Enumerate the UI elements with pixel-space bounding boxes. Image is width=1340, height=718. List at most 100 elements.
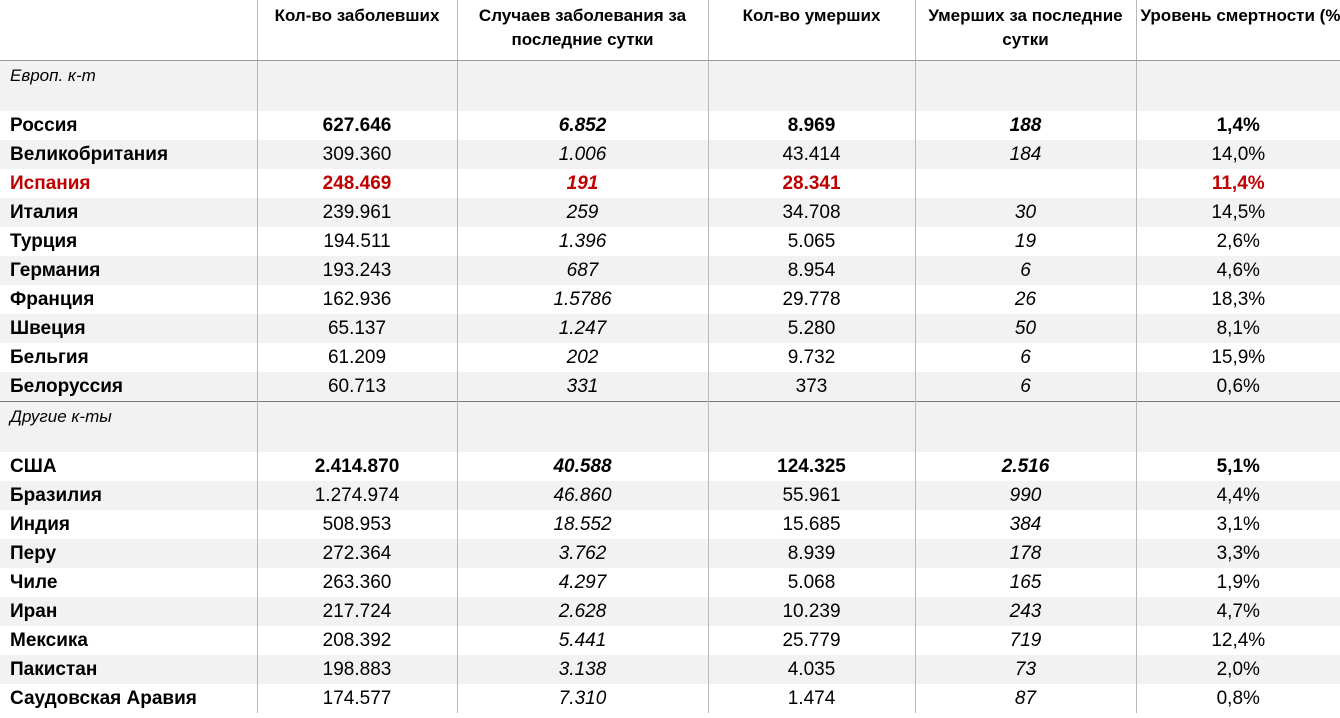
table-row: Иран 217.724 2.628 10.239 243 4,7% — [0, 597, 1340, 626]
header-mortality: Уровень смертности (%) — [1135, 0, 1340, 61]
table-row: Бразилия 1.274.974 46.860 55.961 990 4,4% — [0, 481, 1340, 510]
country-cell: Саудовская Аравия — [0, 684, 257, 713]
cases-cell: 248.469 — [256, 169, 457, 198]
mortality-cell: 14,5% — [1135, 198, 1340, 227]
country-cell: Великобритания — [0, 140, 257, 169]
header-new-cases: Случаев заболевания за последние сутки — [456, 0, 708, 61]
header-cases: Кол-во заболевших — [256, 0, 457, 61]
section-empty-cell — [707, 60, 915, 111]
table-row: Испания 248.469 191 28.341 11,4% — [0, 169, 1340, 198]
deaths-cell: 5.280 — [707, 314, 915, 343]
new-cases-cell: 1.396 — [456, 227, 708, 256]
new-cases-cell: 202 — [456, 343, 708, 372]
country-cell: Иран — [0, 597, 257, 626]
new-cases-cell: 46.860 — [456, 481, 708, 510]
new-deaths-cell: 26 — [914, 285, 1136, 314]
mortality-cell: 14,0% — [1135, 140, 1340, 169]
deaths-cell: 15.685 — [707, 510, 915, 539]
deaths-cell: 9.732 — [707, 343, 915, 372]
section-empty-cell — [914, 60, 1136, 111]
table-row: Перу 272.364 3.762 8.939 178 3,3% — [0, 539, 1340, 568]
table-row: США 2.414.870 40.588 124.325 2.516 5,1% — [0, 452, 1340, 481]
new-deaths-cell: 243 — [914, 597, 1136, 626]
mortality-cell: 0,8% — [1135, 684, 1340, 713]
mortality-cell: 12,4% — [1135, 626, 1340, 655]
table-row: Швеция 65.137 1.247 5.280 50 8,1% — [0, 314, 1340, 343]
deaths-cell: 34.708 — [707, 198, 915, 227]
table-row: Великобритания 309.360 1.006 43.414 184 14,0% — [0, 140, 1340, 169]
cases-cell: 194.511 — [256, 227, 457, 256]
section-empty-cell — [456, 401, 708, 452]
deaths-cell: 8.969 — [707, 111, 915, 140]
country-cell: Испания — [0, 169, 257, 198]
new-cases-cell: 1.247 — [456, 314, 708, 343]
table-body: Европ. к-т Россия 627.646 6.852 8.969 188 1,4%… — [0, 60, 1340, 713]
new-deaths-cell: 87 — [914, 684, 1136, 713]
mortality-cell: 5,1% — [1135, 452, 1340, 481]
new-deaths-cell: 19 — [914, 227, 1136, 256]
section-header-row: Европ. к-т — [0, 60, 1340, 111]
new-deaths-cell: 50 — [914, 314, 1136, 343]
cases-cell: 239.961 — [256, 198, 457, 227]
new-deaths-cell: 178 — [914, 539, 1136, 568]
country-cell: США — [0, 452, 257, 481]
cases-cell: 309.360 — [256, 140, 457, 169]
new-cases-cell: 2.628 — [456, 597, 708, 626]
cases-cell: 2.414.870 — [256, 452, 457, 481]
new-deaths-cell: 6 — [914, 256, 1136, 285]
deaths-cell: 28.341 — [707, 169, 915, 198]
section-empty-cell — [256, 401, 457, 452]
cases-cell: 61.209 — [256, 343, 457, 372]
country-cell: Мексика — [0, 626, 257, 655]
cases-cell: 174.577 — [256, 684, 457, 713]
country-cell: Швеция — [0, 314, 257, 343]
new-cases-cell: 3.138 — [456, 655, 708, 684]
cases-cell: 263.360 — [256, 568, 457, 597]
deaths-cell: 373 — [707, 372, 915, 402]
section-title: Другие к-ты — [0, 401, 257, 452]
header-row: Кол-во заболевших Случаев заболевания за… — [0, 0, 1340, 61]
mortality-cell: 2,6% — [1135, 227, 1340, 256]
table-row: Франция 162.936 1.5786 29.778 26 18,3% — [0, 285, 1340, 314]
section-empty-cell — [1135, 60, 1340, 111]
new-deaths-cell: 165 — [914, 568, 1136, 597]
new-cases-cell: 3.762 — [456, 539, 708, 568]
new-cases-cell: 1.5786 — [456, 285, 708, 314]
mortality-cell: 18,3% — [1135, 285, 1340, 314]
new-deaths-cell: 73 — [914, 655, 1136, 684]
country-cell: Бельгия — [0, 343, 257, 372]
cases-cell: 193.243 — [256, 256, 457, 285]
deaths-cell: 8.939 — [707, 539, 915, 568]
deaths-cell: 5.068 — [707, 568, 915, 597]
new-cases-cell: 259 — [456, 198, 708, 227]
new-cases-cell: 331 — [456, 372, 708, 402]
new-deaths-cell: 188 — [914, 111, 1136, 140]
table-row: Италия 239.961 259 34.708 30 14,5% — [0, 198, 1340, 227]
deaths-cell: 25.779 — [707, 626, 915, 655]
deaths-cell: 1.474 — [707, 684, 915, 713]
new-cases-cell: 7.310 — [456, 684, 708, 713]
cases-cell: 508.953 — [256, 510, 457, 539]
new-deaths-cell: 719 — [914, 626, 1136, 655]
mortality-cell: 4,6% — [1135, 256, 1340, 285]
country-cell: Чиле — [0, 568, 257, 597]
header-country — [0, 0, 257, 61]
section-title: Европ. к-т — [0, 60, 257, 111]
section-empty-cell — [256, 60, 457, 111]
deaths-cell: 124.325 — [707, 452, 915, 481]
new-deaths-cell: 6 — [914, 343, 1136, 372]
table-row: Белоруссия 60.713 331 373 6 0,6% — [0, 372, 1340, 402]
table-row: Россия 627.646 6.852 8.969 188 1,4% — [0, 111, 1340, 140]
cases-cell: 627.646 — [256, 111, 457, 140]
mortality-cell: 3,3% — [1135, 539, 1340, 568]
section-header-row: Другие к-ты — [0, 401, 1340, 452]
section-empty-cell — [1135, 401, 1340, 452]
cases-cell: 60.713 — [256, 372, 457, 402]
new-cases-cell: 1.006 — [456, 140, 708, 169]
deaths-cell: 29.778 — [707, 285, 915, 314]
deaths-cell: 55.961 — [707, 481, 915, 510]
new-deaths-cell: 2.516 — [914, 452, 1136, 481]
mortality-cell: 4,4% — [1135, 481, 1340, 510]
mortality-cell: 4,7% — [1135, 597, 1340, 626]
new-deaths-cell: 30 — [914, 198, 1136, 227]
